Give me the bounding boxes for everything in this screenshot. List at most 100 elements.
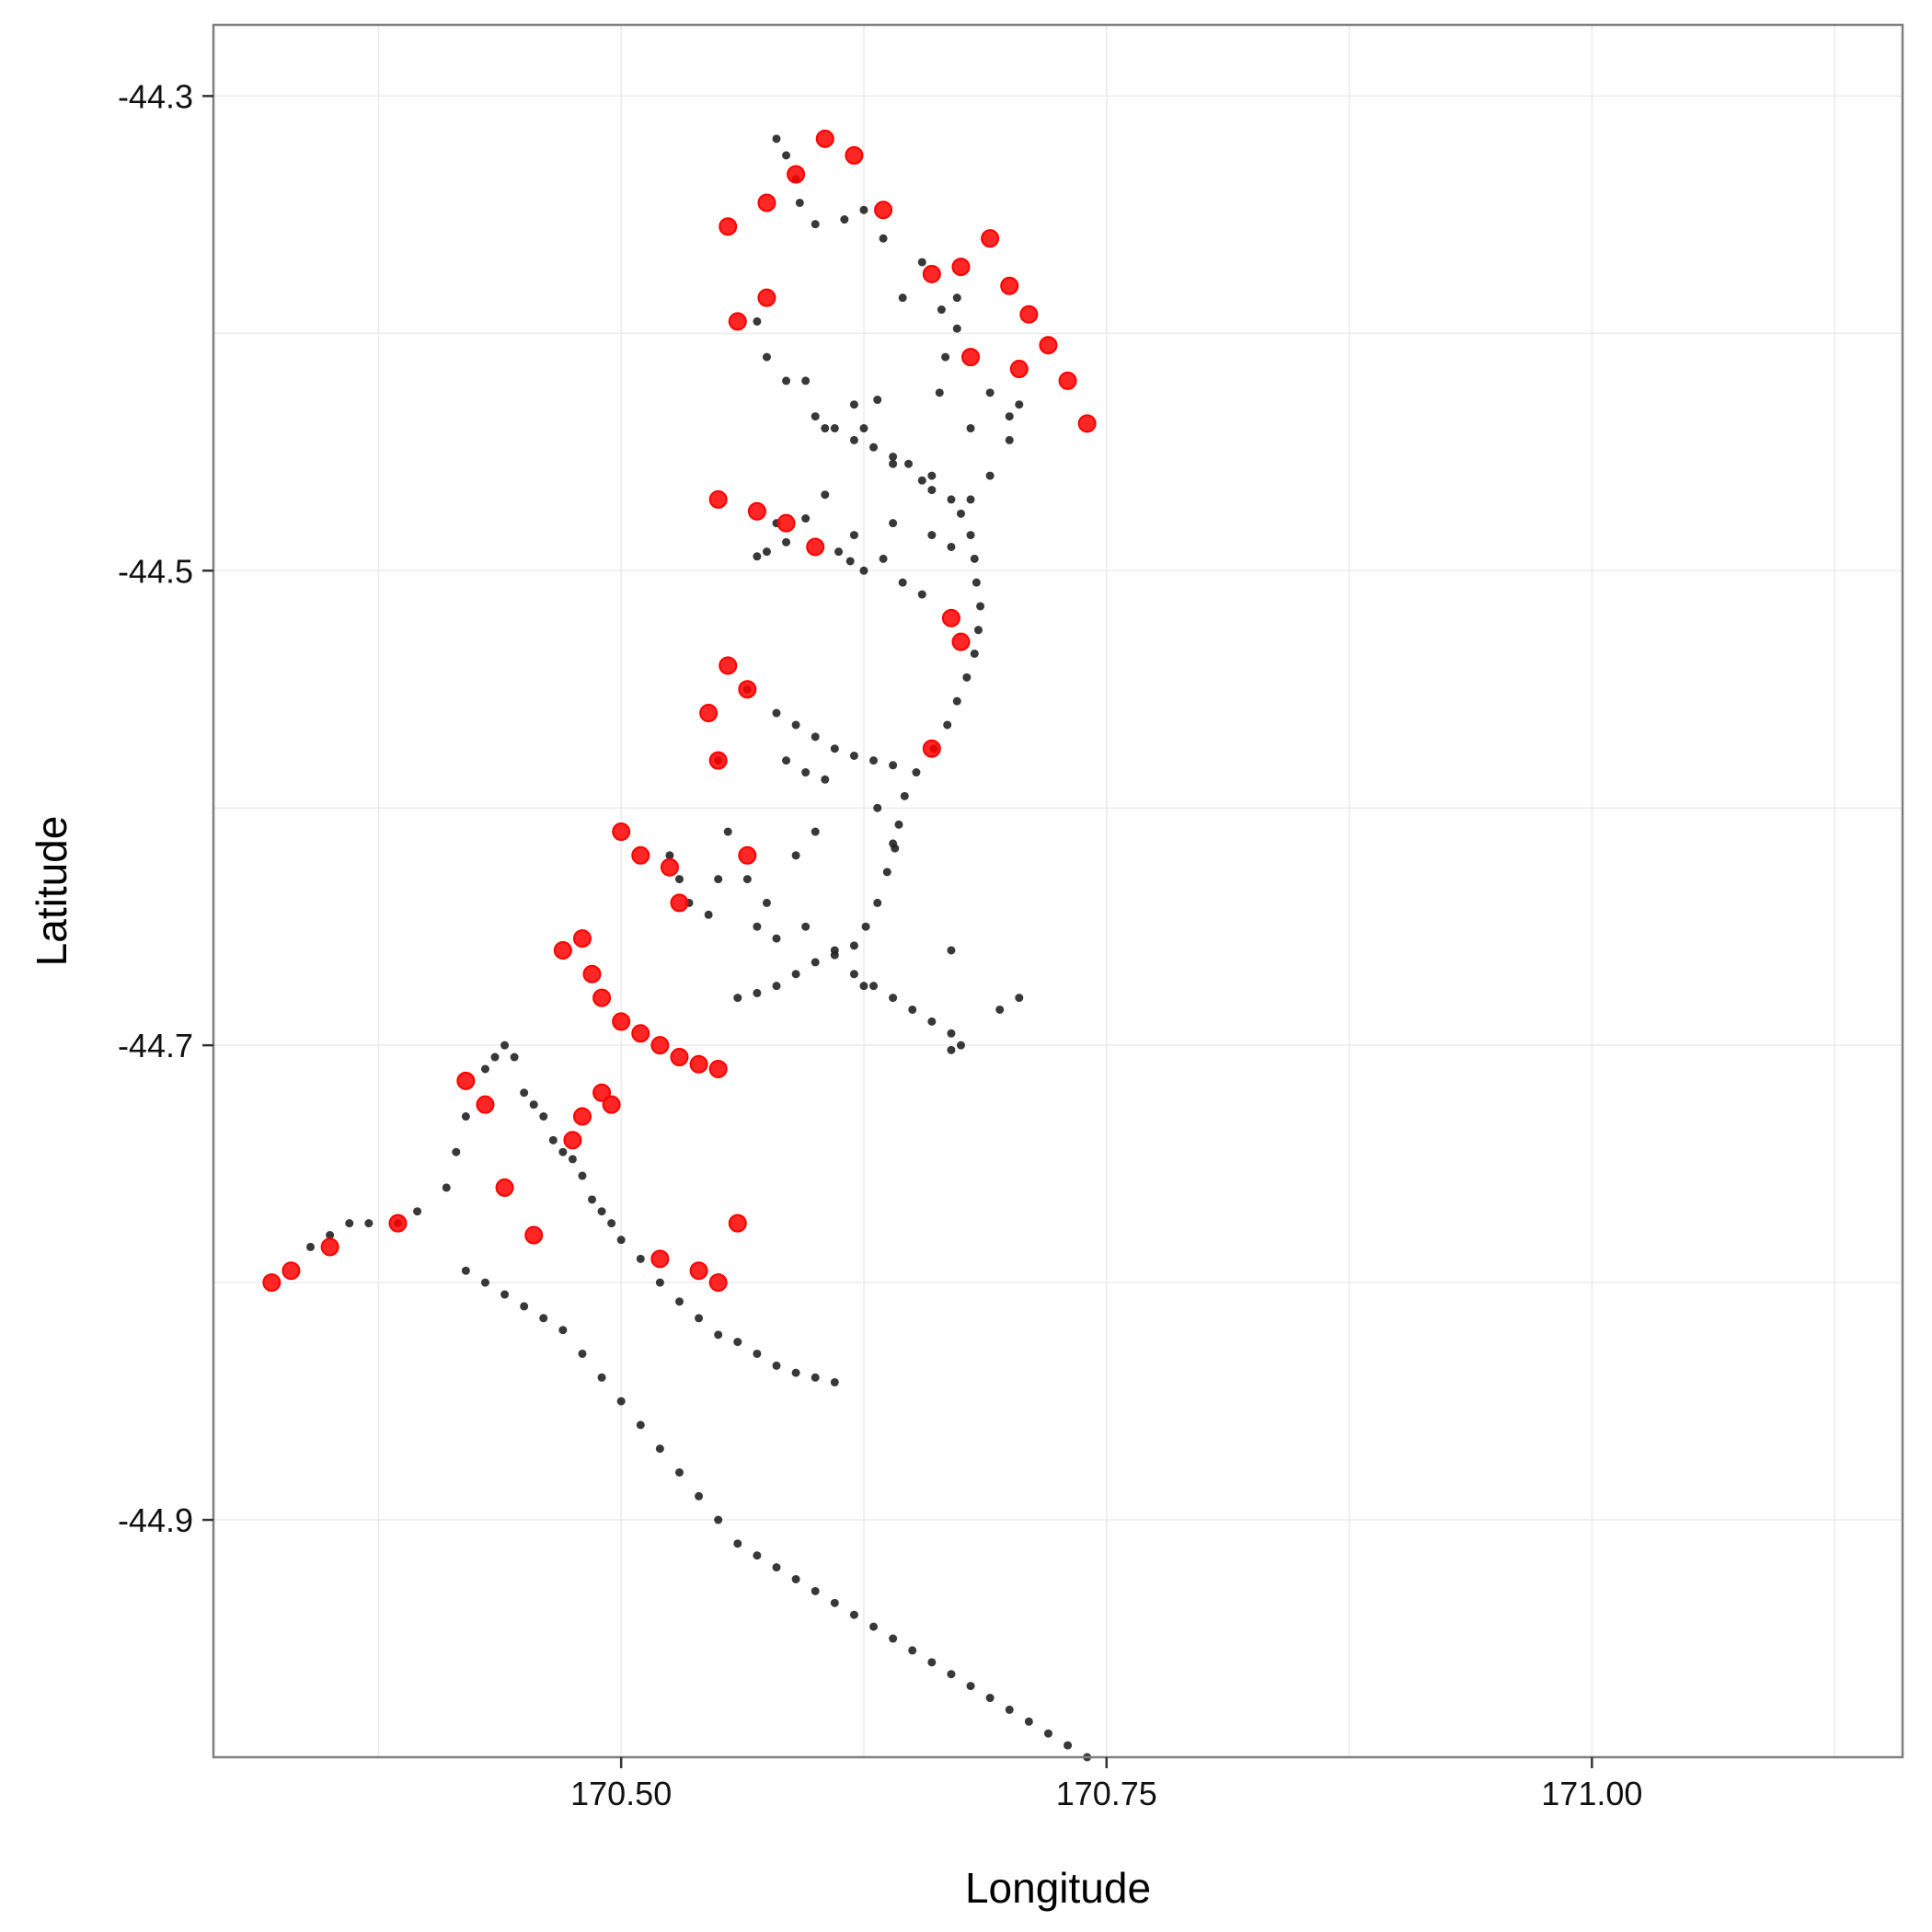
data-point-black — [849, 531, 858, 540]
data-point-red — [572, 929, 592, 949]
data-point-black — [898, 578, 907, 587]
data-point-red — [981, 229, 1000, 248]
data-point-black — [917, 476, 926, 485]
data-point-black — [452, 1147, 461, 1156]
data-point-black — [873, 803, 882, 812]
data-point-black — [970, 554, 979, 563]
data-point-red — [815, 129, 834, 148]
data-point-black — [791, 851, 800, 860]
data-point-black — [952, 324, 961, 333]
data-point-black — [927, 1658, 937, 1667]
data-point-black — [941, 352, 950, 362]
data-point-black — [861, 922, 870, 931]
data-point-black — [782, 151, 791, 160]
data-point-black — [520, 1302, 529, 1311]
data-point-black — [655, 1444, 664, 1454]
data-point-black — [791, 1368, 800, 1377]
data-point-black — [849, 1610, 858, 1619]
data-point-black — [976, 602, 985, 611]
data-point-red — [1039, 336, 1058, 355]
data-point-red — [708, 1273, 728, 1293]
data-point-black — [636, 1420, 645, 1430]
data-point-black — [461, 1112, 470, 1121]
data-point-black — [1015, 400, 1024, 409]
data-point-black — [674, 875, 684, 884]
data-point-black — [326, 1231, 335, 1240]
data-point-black — [480, 1064, 489, 1074]
data-point-black — [889, 761, 898, 770]
data-point-black — [947, 946, 956, 955]
data-point-black — [927, 486, 937, 495]
data-point-black — [772, 1361, 781, 1370]
data-point-black — [962, 673, 972, 682]
x-axis-title: Longitude — [965, 1864, 1151, 1912]
data-point-black — [364, 1219, 374, 1228]
data-point-black — [952, 696, 961, 706]
data-point-black — [879, 554, 888, 563]
data-point-red — [670, 1048, 689, 1067]
data-point-black — [859, 566, 868, 575]
data-point-black — [801, 376, 811, 385]
data-point-black — [665, 851, 674, 860]
data-point-black — [985, 471, 995, 480]
data-point-red — [524, 1225, 544, 1245]
data-point-black — [801, 768, 811, 777]
data-point-black — [795, 198, 804, 207]
data-point-black — [869, 443, 879, 452]
data-point-red — [922, 739, 941, 758]
data-point-black — [882, 868, 891, 877]
data-point-red — [747, 501, 766, 521]
data-point-black — [753, 1349, 762, 1358]
data-point-black — [1043, 1729, 1052, 1738]
data-point-black — [879, 234, 888, 243]
data-point-black — [772, 134, 781, 144]
data-point-black — [772, 982, 781, 991]
data-point-red — [670, 893, 689, 913]
data-point-black — [927, 471, 937, 480]
data-point-red — [660, 857, 679, 877]
data-point-black — [461, 1266, 470, 1275]
data-point-red — [941, 608, 960, 627]
data-point-red — [738, 680, 757, 699]
data-point-red — [282, 1261, 301, 1281]
data-point-black — [723, 827, 732, 836]
data-point-red — [582, 964, 602, 983]
data-point-black — [995, 1005, 1005, 1014]
data-point-black — [801, 922, 811, 931]
data-point-black — [869, 756, 879, 765]
data-point-black — [1015, 994, 1024, 1003]
data-point-black — [616, 1236, 626, 1245]
data-point-black — [801, 514, 811, 523]
data-point-black — [753, 922, 762, 931]
data-point-red — [922, 264, 941, 283]
data-point-red — [787, 165, 806, 184]
data-point-red — [1009, 360, 1029, 379]
data-point-red — [689, 1054, 708, 1074]
data-point-red — [563, 1131, 582, 1150]
data-point-black — [889, 459, 898, 468]
data-point-black — [782, 756, 791, 765]
data-point-black — [873, 898, 882, 907]
data-point-black — [972, 578, 981, 587]
data-point-black — [985, 1694, 995, 1703]
data-point-red — [845, 145, 864, 165]
data-point-black — [966, 495, 975, 504]
data-point-black — [742, 875, 752, 884]
data-point-black — [490, 1052, 500, 1062]
data-point-black — [830, 1598, 839, 1607]
data-point-red — [1077, 414, 1097, 433]
data-point-black — [782, 376, 791, 385]
data-point-black — [791, 720, 800, 730]
data-point-red — [592, 988, 612, 1007]
data-point-black — [529, 1100, 538, 1110]
data-point-black — [558, 1326, 568, 1335]
data-point-black — [908, 1646, 917, 1655]
data-point-black — [695, 1491, 704, 1501]
data-point-black — [849, 400, 858, 409]
x-tick-label: 171.00 — [1541, 1775, 1642, 1812]
data-point-black — [889, 994, 898, 1003]
data-point-red — [951, 258, 971, 277]
data-point-black — [1005, 435, 1014, 444]
data-point-red — [806, 537, 825, 557]
data-point-black — [947, 495, 956, 504]
